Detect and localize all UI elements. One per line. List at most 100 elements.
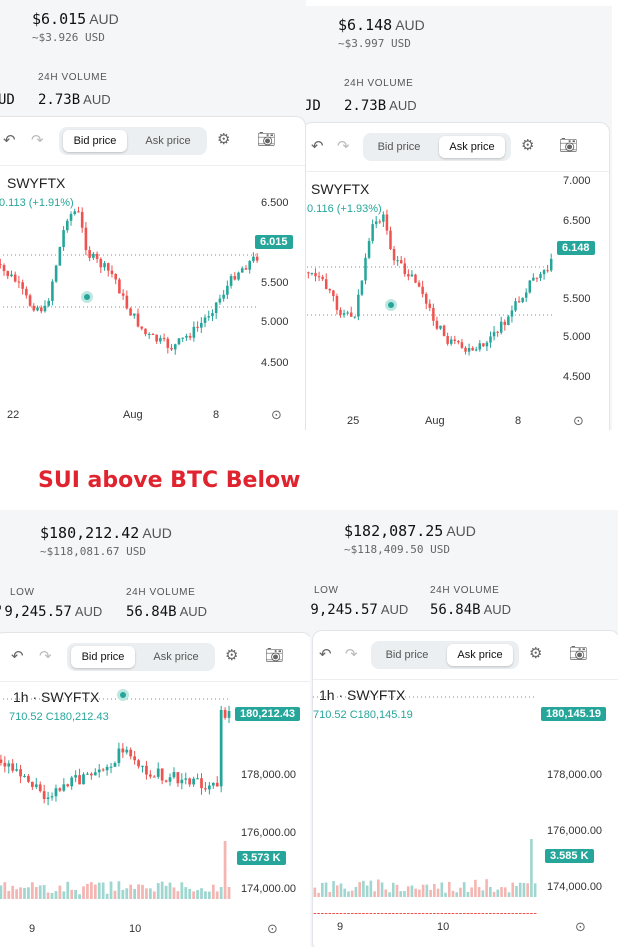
volume-value: 56.84B AUD (126, 604, 208, 620)
candle-body (444, 913, 447, 914)
bid-price-tab[interactable]: Bid price (377, 141, 421, 153)
candle-body (25, 288, 28, 296)
ask-price-tab[interactable]: Ask price (153, 651, 199, 663)
candle-body (528, 280, 532, 293)
volume-label: 24H VOLUME (430, 585, 500, 596)
ask-price-tab[interactable]: Ask price (145, 135, 191, 147)
bid-price-tab[interactable]: Bid price (63, 130, 127, 152)
candle-body (460, 342, 464, 348)
candle-body (207, 785, 211, 790)
candle-body (43, 305, 47, 312)
candle-body (343, 913, 347, 914)
undo-icon[interactable]: ↶ (319, 646, 332, 663)
undo-icon[interactable]: ↶ (11, 648, 24, 665)
comparison-heading: SUI above BTC Below (38, 468, 301, 493)
camera-icon[interactable]: 📷︎ (257, 131, 277, 148)
volume-bar (317, 892, 320, 897)
price-change: 0.113 (+1.91%) (0, 197, 74, 209)
candle-body (113, 763, 117, 767)
candle-body (489, 336, 492, 343)
camera-icon[interactable]: 📷︎ (559, 137, 579, 154)
candle-body (203, 317, 207, 323)
bid-price-tab[interactable]: Bid price (71, 646, 135, 668)
candle-body (172, 772, 176, 778)
auto-scale-icon[interactable]: ⊙ (271, 407, 282, 422)
candle-body (533, 913, 537, 914)
candle-body (21, 282, 24, 289)
candle-body (237, 272, 240, 280)
chart-card: ↶ ↷ Bid price Ask price ⚙ 📷︎ 1h · SWYFTX… (0, 632, 310, 947)
usd-price: ~$3.926 USD (32, 31, 105, 44)
candle-body (105, 766, 109, 771)
candle-body (310, 272, 314, 274)
low-label: LOW (10, 587, 35, 598)
undo-icon[interactable]: ↶ (3, 132, 16, 149)
bid-price-tab[interactable]: Bid price (385, 649, 429, 661)
candle-body (109, 766, 113, 768)
settings-gear-icon[interactable]: ⚙ (225, 647, 239, 664)
candle-body (335, 913, 339, 914)
candle-body (50, 796, 54, 798)
volume-bar (418, 889, 421, 897)
sui-bid-panel: $6.015 AUD ~$3.926 USD 24H VOLUME UD 2.73… (0, 0, 306, 430)
candle-body (440, 913, 444, 914)
candle-body (335, 295, 339, 310)
redo-icon[interactable]: ↷ (337, 138, 350, 155)
ask-price-tab[interactable]: Ask price (447, 644, 513, 666)
volume-bar (489, 886, 492, 897)
volume-bar (500, 887, 503, 897)
volume-bar (30, 882, 34, 899)
btc-bid-panel: $180,212.42 AUD ~$118,081.67 USD LOW 24H … (0, 510, 310, 947)
volume-bar (105, 893, 109, 899)
candle-body (474, 349, 478, 351)
price-change: 0.116 (+1.93%) (307, 203, 382, 215)
volume-bar (86, 883, 89, 899)
candle-body (30, 781, 34, 787)
settings-gear-icon[interactable]: ⚙ (217, 131, 231, 148)
candle-body (407, 274, 410, 277)
candle-body (435, 320, 439, 329)
candle-body (350, 913, 354, 914)
volume-bar (152, 891, 156, 899)
auto-scale-icon[interactable]: ⊙ (573, 413, 584, 428)
auto-scale-icon[interactable]: ⊙ (267, 921, 278, 936)
volume-bar (70, 889, 74, 899)
camera-icon[interactable]: 📷︎ (265, 647, 285, 664)
redo-icon[interactable]: ↷ (345, 646, 358, 663)
chart-symbol: 1h · SWYFTX (13, 689, 100, 705)
ask-price-tab[interactable]: Ask price (439, 136, 505, 158)
candle-body (478, 343, 482, 350)
candle-body (365, 913, 369, 914)
volume-bar (362, 880, 365, 897)
candle-body (93, 772, 97, 776)
candle-body (32, 305, 36, 311)
undo-icon[interactable]: ↶ (311, 138, 324, 155)
camera-icon[interactable]: 📷︎ (569, 645, 589, 662)
volume-bar (207, 891, 211, 899)
candle-body (378, 221, 382, 223)
candle-body (125, 749, 129, 753)
candle-body (339, 309, 342, 315)
settings-gear-icon[interactable]: ⚙ (521, 137, 535, 154)
candle-body (485, 342, 489, 347)
candle-body (129, 749, 133, 757)
candle-body (442, 325, 446, 337)
candle-body (170, 347, 173, 350)
candle-body (374, 221, 378, 225)
candle-body (222, 294, 225, 299)
volume-bar (148, 888, 152, 899)
candle-body (226, 285, 229, 295)
redo-icon[interactable]: ↷ (39, 648, 52, 665)
candle-body (321, 276, 324, 280)
candle-body (180, 779, 184, 784)
volume-bar (19, 887, 22, 899)
last-price-tag: 6.148 (557, 241, 595, 255)
ohlc-values: 710.52 C180,145.19 (313, 709, 413, 721)
settings-gear-icon[interactable]: ⚙ (529, 645, 543, 662)
redo-icon[interactable]: ↷ (31, 132, 44, 149)
candle-body (34, 784, 38, 787)
candle-body (173, 344, 177, 350)
auto-scale-icon[interactable]: ⊙ (575, 919, 586, 934)
usd-price: ~$118,081.67 USD (40, 545, 146, 558)
candle-body (418, 913, 421, 914)
